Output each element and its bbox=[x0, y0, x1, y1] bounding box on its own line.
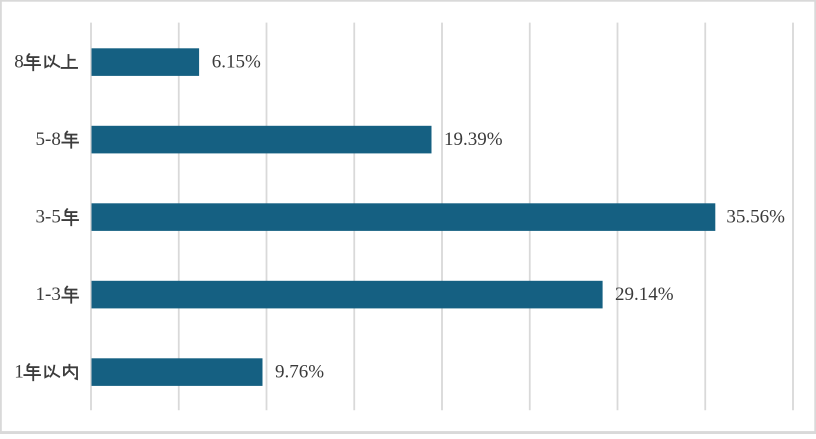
svg-text:6.15%: 6.15% bbox=[212, 52, 261, 73]
svg-text:9.76%: 9.76% bbox=[275, 362, 324, 383]
svg-text:5-8: 5-8 bbox=[36, 129, 61, 150]
svg-text:1-3: 1-3 bbox=[36, 284, 61, 305]
svg-text:8: 8 bbox=[14, 52, 24, 73]
svg-text:29.14%: 29.14% bbox=[615, 284, 674, 305]
svg-text:19.39%: 19.39% bbox=[444, 129, 503, 150]
svg-text:1: 1 bbox=[14, 362, 24, 383]
svg-text:3-5: 3-5 bbox=[36, 207, 61, 228]
svg-text:35.56%: 35.56% bbox=[726, 207, 785, 228]
